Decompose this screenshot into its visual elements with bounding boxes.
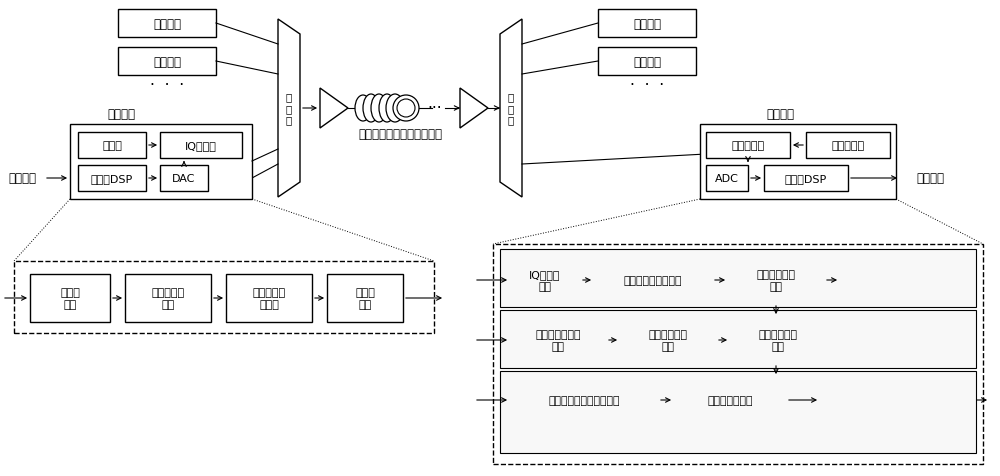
Bar	[14, 261, 434, 333]
Bar	[764, 166, 848, 192]
Polygon shape	[278, 20, 300, 198]
Text: 色散非线性补偿模块: 色散非线性补偿模块	[624, 276, 682, 286]
Text: 光接收机: 光接收机	[633, 55, 661, 69]
Bar	[594, 258, 712, 303]
Polygon shape	[320, 89, 348, 129]
Text: 本地激光器: 本地激光器	[831, 141, 865, 151]
Text: ADC: ADC	[715, 174, 739, 184]
Bar	[78, 133, 146, 159]
Bar	[806, 133, 890, 159]
Bar	[598, 10, 696, 38]
Bar	[160, 166, 208, 192]
Text: 路
由
器: 路 由 器	[286, 92, 292, 125]
Text: 数据输出: 数据输出	[916, 172, 944, 185]
Bar	[125, 275, 211, 322]
Text: 光纤链路（包含光放大器）: 光纤链路（包含光放大器）	[358, 127, 442, 140]
Bar	[510, 317, 606, 363]
Bar	[226, 275, 312, 322]
Bar	[118, 10, 216, 38]
Text: 光发射机: 光发射机	[153, 18, 181, 30]
Text: 激光器: 激光器	[102, 141, 122, 151]
Bar	[728, 258, 824, 303]
Bar	[70, 125, 252, 199]
Bar	[30, 275, 110, 322]
Bar	[700, 125, 896, 199]
Ellipse shape	[379, 95, 395, 123]
Text: 预均衡
模块: 预均衡 模块	[355, 288, 375, 309]
Text: IQ调制器: IQ调制器	[185, 141, 217, 151]
Text: 光接收机: 光接收机	[633, 18, 661, 30]
Text: 载波频偏估计
模块: 载波频偏估计 模块	[648, 329, 688, 351]
Text: 数据输入: 数据输入	[8, 172, 36, 185]
Ellipse shape	[371, 95, 387, 123]
Bar	[493, 245, 983, 464]
Text: 接收机DSP: 接收机DSP	[785, 174, 827, 184]
Bar	[500, 371, 976, 453]
Bar	[118, 48, 216, 76]
Bar	[510, 258, 580, 303]
Bar	[706, 133, 790, 159]
Text: 星座图映射
模块: 星座图映射 模块	[151, 288, 185, 309]
Text: 光发射机: 光发射机	[107, 108, 135, 121]
Bar	[327, 275, 403, 322]
Text: 路
由
器: 路 由 器	[508, 92, 514, 125]
Ellipse shape	[355, 96, 371, 122]
Text: 发射机DSP: 发射机DSP	[91, 174, 133, 184]
Bar	[500, 249, 976, 307]
Bar	[598, 48, 696, 76]
Circle shape	[397, 100, 415, 118]
Bar	[510, 377, 658, 423]
Text: 自适应非线性相位追踪器: 自适应非线性相位追踪器	[548, 395, 620, 405]
Ellipse shape	[363, 95, 379, 123]
Bar	[706, 166, 748, 192]
Text: IQ正交化
模块: IQ正交化 模块	[529, 269, 561, 291]
Text: 平衡接收机: 平衡接收机	[731, 141, 765, 151]
Bar	[160, 133, 242, 159]
Bar	[500, 310, 976, 368]
Polygon shape	[500, 20, 522, 198]
Circle shape	[393, 96, 419, 122]
Bar	[730, 317, 826, 363]
Text: DAC: DAC	[172, 174, 196, 184]
Polygon shape	[460, 89, 488, 129]
Text: 载波相位估计
模块: 载波相位估计 模块	[759, 329, 798, 351]
Text: 采样时钟恢复
模块: 采样时钟恢复 模块	[757, 269, 796, 291]
Text: 光发射机: 光发射机	[153, 55, 181, 69]
Bar	[78, 166, 146, 192]
Text: 光接收机: 光接收机	[766, 108, 794, 121]
Text: ·  ·  ·: · · ·	[150, 79, 184, 93]
Ellipse shape	[386, 95, 404, 123]
Bar	[620, 317, 716, 363]
Text: 预编码
模块: 预编码 模块	[60, 288, 80, 309]
Text: 电色散预补
偿模块: 电色散预补 偿模块	[252, 288, 286, 309]
Bar	[674, 377, 786, 423]
Text: 自适应信道均衡
模块: 自适应信道均衡 模块	[535, 329, 581, 351]
Text: 判决与解码模块: 判决与解码模块	[707, 395, 753, 405]
Text: ···: ···	[428, 101, 442, 116]
Text: ·  ·  ·: · · ·	[630, 79, 664, 93]
